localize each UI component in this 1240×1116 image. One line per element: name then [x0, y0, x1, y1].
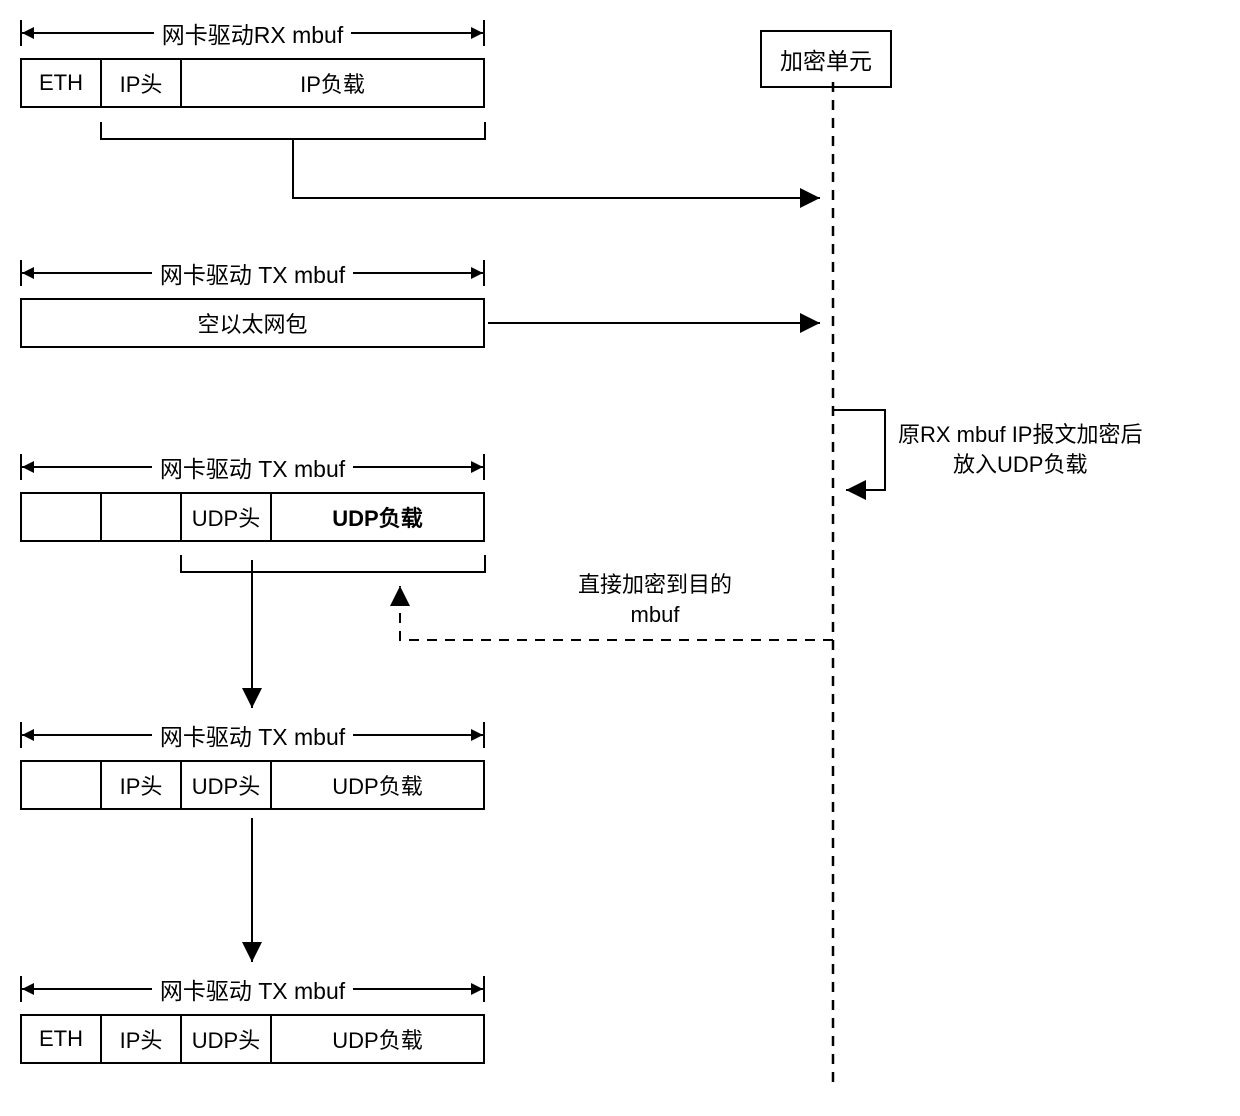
row5-width-arrow: 网卡驱动 TX mbuf	[20, 974, 485, 1004]
row4-cell-udppayload: UDP负载	[272, 762, 483, 808]
row3-cell-udph: UDP头	[182, 494, 272, 540]
row1-title: 网卡驱动RX mbuf	[154, 16, 351, 50]
row4-packet: IP头 UDP头 UDP负载	[20, 760, 485, 810]
row5-title: 网卡驱动 TX mbuf	[152, 972, 353, 1006]
row2-width-arrow: 网卡驱动 TX mbuf	[20, 258, 485, 288]
row4-cell-udph: UDP头	[182, 762, 272, 808]
row5-cell-udph: UDP头	[182, 1016, 272, 1062]
note2-l1: 直接加密到目的	[555, 570, 755, 600]
row3-cell-udppayload: UDP负载	[272, 494, 483, 540]
row4-cell-iph: IP头	[102, 762, 182, 808]
row1-cell-iph: IP头	[102, 60, 182, 106]
row1-cell-ippayload: IP负载	[182, 60, 483, 106]
row3-width-arrow: 网卡驱动 TX mbuf	[20, 452, 485, 482]
row5-cell-eth: ETH	[22, 1016, 102, 1062]
row2-cell-empty: 空以太网包	[22, 300, 483, 346]
note-encrypt-payload: 原RX mbuf IP报文加密后 放入UDP负载	[898, 420, 1142, 479]
note2-l2: mbuf	[555, 600, 755, 630]
row3-cell-b2	[102, 494, 182, 540]
row5-cell-udppayload: UDP负载	[272, 1016, 483, 1062]
note1-l2: 放入UDP负载	[898, 450, 1142, 480]
row4-cell-b1	[22, 762, 102, 808]
row2-packet: 空以太网包	[20, 298, 485, 348]
row1-packet: ETH IP头 IP负载	[20, 58, 485, 108]
packet-encrypt-diagram: 加密单元 网卡驱动RX mbuf ETH IP头 IP负载 网卡驱动 TX mb…	[0, 0, 1240, 1116]
row1-bracket	[100, 122, 486, 140]
encrypt-unit-label: 加密单元	[780, 42, 872, 76]
row1-cell-eth: ETH	[22, 60, 102, 106]
row2-title: 网卡驱动 TX mbuf	[152, 256, 353, 290]
row3-packet: UDP头 UDP负载	[20, 492, 485, 542]
encrypt-unit-box: 加密单元	[760, 30, 892, 88]
note-direct-encrypt: 直接加密到目的 mbuf	[555, 570, 755, 629]
row3-cell-b1	[22, 494, 102, 540]
row5-cell-iph: IP头	[102, 1016, 182, 1062]
row5-packet: ETH IP头 UDP头 UDP负载	[20, 1014, 485, 1064]
row3-title: 网卡驱动 TX mbuf	[152, 450, 353, 484]
row4-title: 网卡驱动 TX mbuf	[152, 718, 353, 752]
row1-width-arrow: 网卡驱动RX mbuf	[20, 18, 485, 48]
row4-width-arrow: 网卡驱动 TX mbuf	[20, 720, 485, 750]
row3-bracket	[180, 555, 486, 573]
note1-l1: 原RX mbuf IP报文加密后	[898, 420, 1142, 450]
